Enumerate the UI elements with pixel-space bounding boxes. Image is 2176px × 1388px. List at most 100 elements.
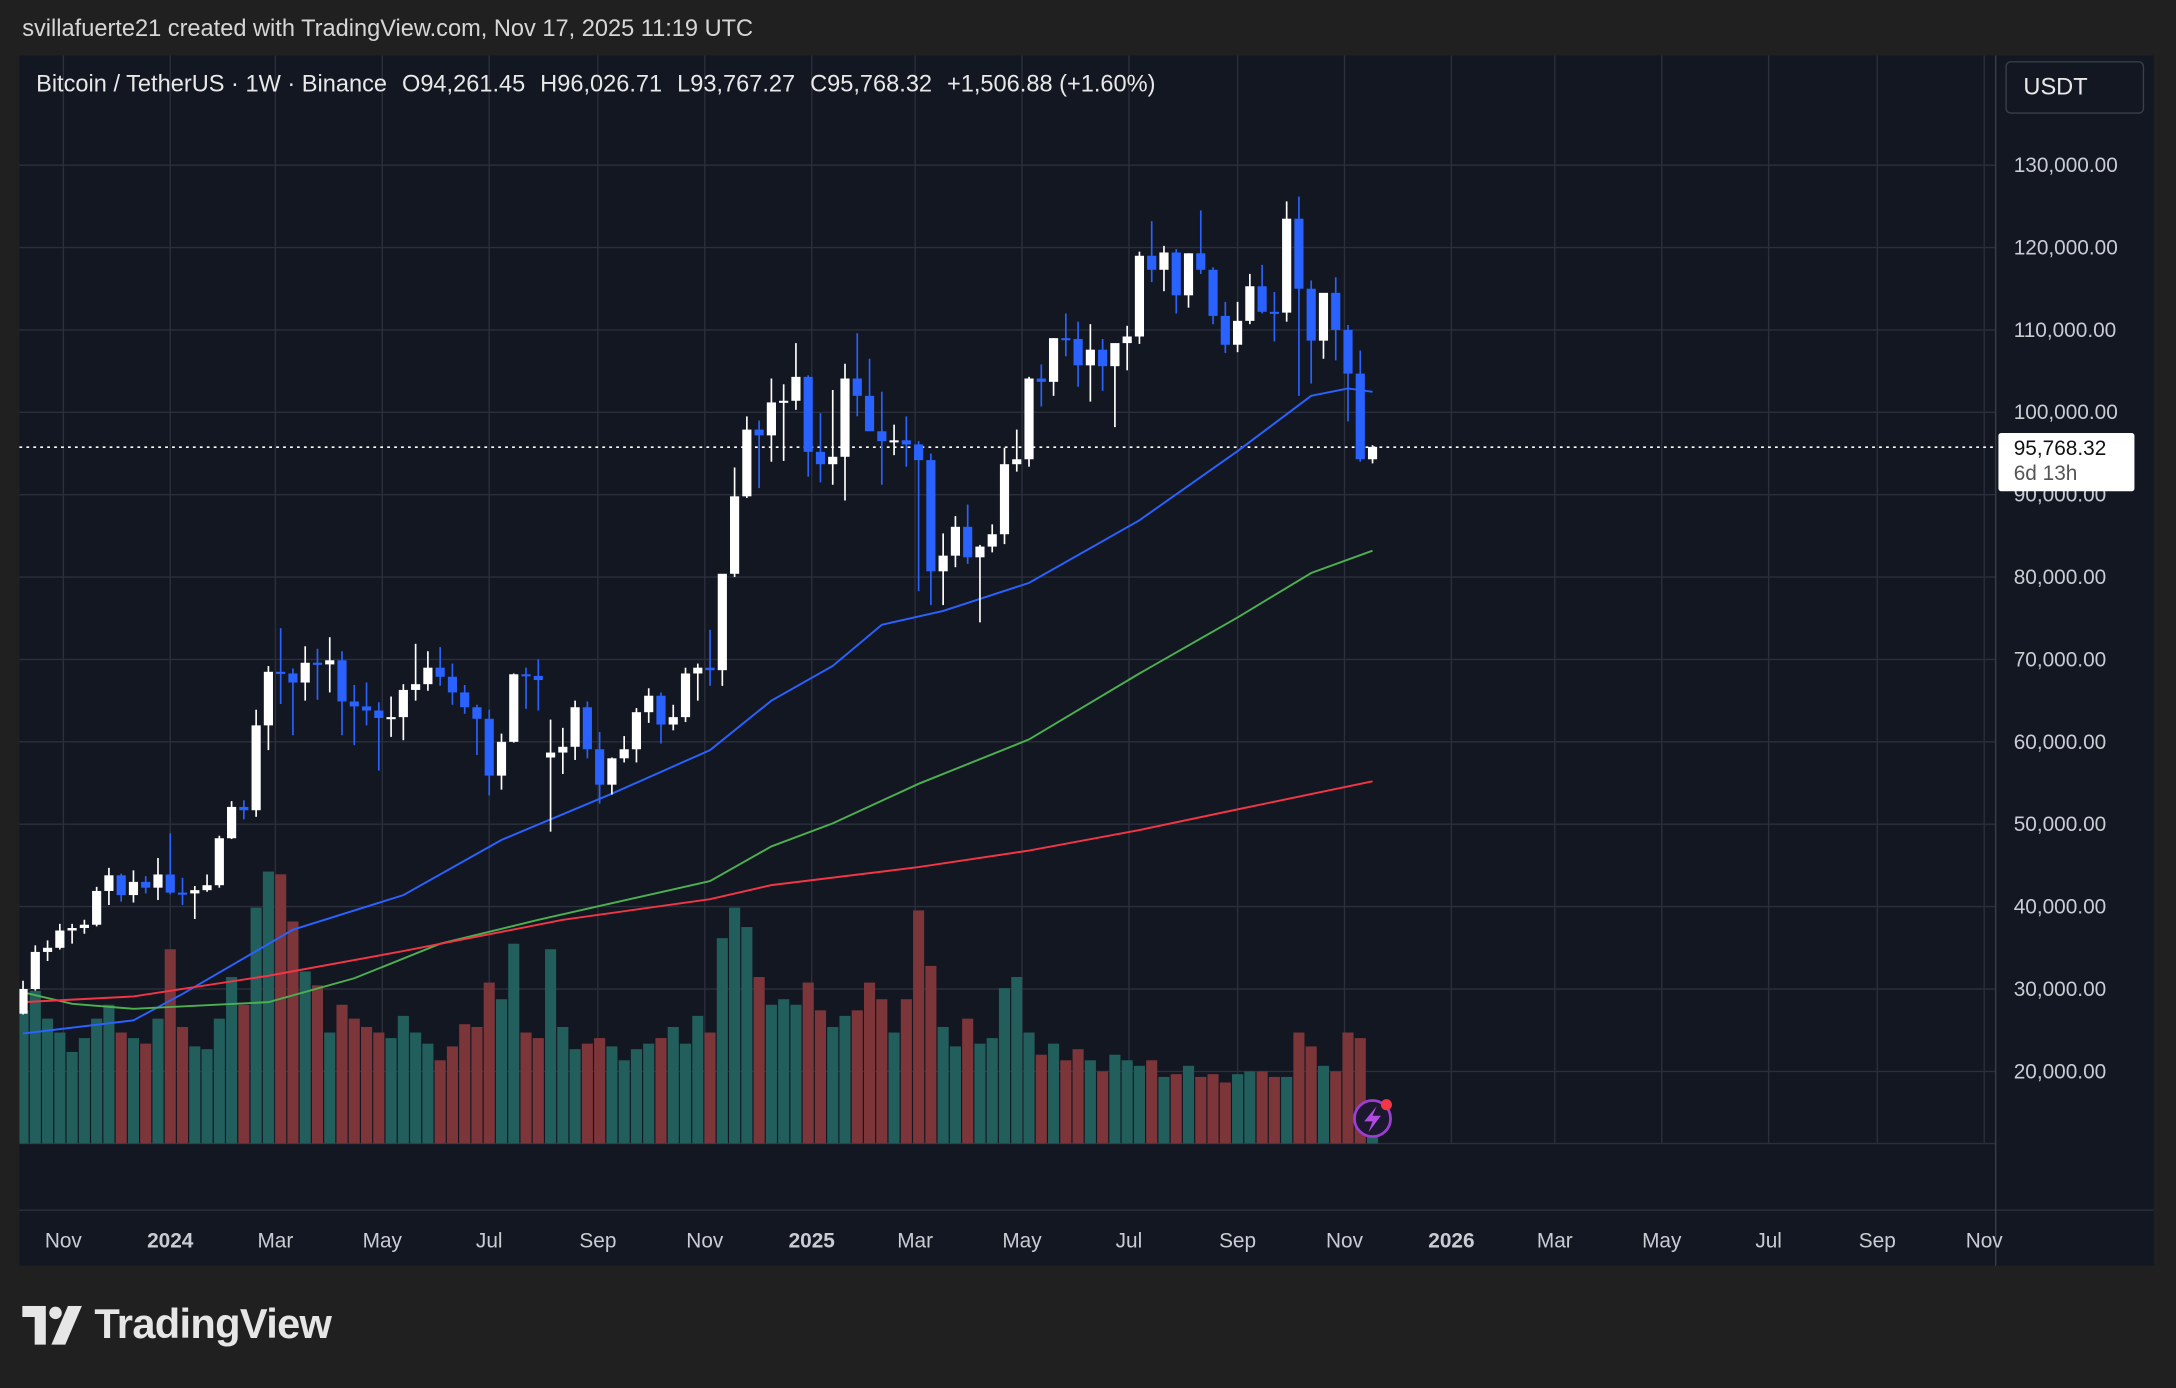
tradingview-logo[interactable]: TradingView [22, 1302, 332, 1349]
candle [67, 923, 77, 944]
candle [141, 876, 151, 894]
time-tick-label: May [363, 1230, 403, 1253]
candle [472, 704, 482, 756]
volume-bar [127, 1038, 140, 1144]
candle [779, 384, 789, 461]
candle-body [1159, 252, 1169, 270]
volume-bar [1281, 1076, 1293, 1144]
candle-body [1024, 378, 1034, 460]
volume-bar [201, 1049, 213, 1144]
candle-body [1048, 338, 1059, 382]
volume-bar [336, 1004, 348, 1144]
lightning-icon[interactable] [1353, 1099, 1392, 1138]
candle [104, 867, 114, 905]
candle-body [251, 725, 261, 811]
candle-body [30, 951, 40, 989]
candle-body [631, 712, 642, 750]
close-value: C95,768.32 [810, 70, 933, 98]
candle-body [815, 451, 826, 465]
price-tick-label: 50,000.00 [2014, 813, 2107, 836]
volume-bar [1232, 1074, 1244, 1144]
candle-body [1171, 252, 1181, 296]
volume-bar [532, 1038, 544, 1144]
candle [754, 420, 764, 489]
candle-body [1220, 315, 1230, 345]
time-tick-label: Sep [579, 1230, 616, 1253]
candle-body [177, 892, 188, 895]
candle-body [337, 660, 347, 702]
candle [0, 1001, 3, 1011]
price-tick-label: 130,000.00 [2014, 154, 2118, 177]
candle-body [509, 674, 519, 742]
candle [1269, 292, 1279, 342]
candle-body [19, 988, 28, 1014]
volume-bar [495, 999, 508, 1144]
candle-body [877, 431, 887, 442]
moving-averages [22, 387, 1373, 1035]
volume-bar [91, 1018, 103, 1144]
candle [214, 835, 224, 888]
candle-body [411, 684, 421, 690]
candle-body [619, 749, 629, 759]
volume-bar [238, 1004, 250, 1144]
candle [263, 666, 273, 751]
candle [791, 343, 801, 410]
symbol-name[interactable]: Bitcoin / TetherUS · 1W · Binance [36, 70, 388, 98]
candle [1331, 277, 1341, 361]
volume-bar [827, 1026, 839, 1144]
candle [288, 668, 298, 736]
volume-bar [103, 1004, 115, 1144]
candle [435, 647, 445, 686]
volume-bar [189, 1046, 201, 1144]
candle-body [460, 692, 470, 708]
candle-body [1282, 218, 1292, 313]
volume-bar [900, 999, 912, 1144]
volume-bar [949, 1046, 961, 1144]
candle [1048, 338, 1059, 396]
candle-body [914, 444, 924, 461]
volume-bar [913, 910, 925, 1144]
symbol-legend: Bitcoin / TetherUS · 1W · Binance O94,26… [36, 71, 1164, 99]
currency-button[interactable]: USDT [2005, 61, 2145, 114]
volume-bar [422, 1043, 434, 1144]
candle [447, 663, 458, 705]
candle-body [165, 874, 175, 893]
volume-bar [287, 921, 299, 1144]
volume-bar [692, 1015, 704, 1144]
candle-body [656, 695, 666, 725]
candle [1134, 251, 1145, 344]
volume-bar [1342, 1032, 1354, 1144]
candle-body [693, 667, 703, 674]
candle [1012, 429, 1022, 472]
candle-body [141, 881, 151, 888]
time-tick-label: Nov [1326, 1230, 1364, 1253]
candle [607, 757, 617, 795]
volume-bar [446, 1046, 458, 1144]
candle [361, 682, 372, 726]
volume-bar [778, 999, 790, 1144]
candle-body [1294, 218, 1304, 289]
candle-body [1331, 292, 1341, 330]
candle-body [1085, 349, 1095, 366]
axes: 130,000.00 120,000.00 110,000.00 100,000.00… [45, 154, 2118, 1253]
candle [914, 441, 924, 592]
open-value: O94,261.45 [401, 70, 526, 98]
price-tick-label: 100,000.00 [2014, 401, 2118, 424]
volume-bar [876, 999, 888, 1144]
volume-bar [299, 971, 311, 1144]
candle [840, 363, 850, 501]
volume-bar [1219, 1082, 1231, 1144]
candle-body [55, 930, 65, 948]
volume-bar [1268, 1076, 1280, 1144]
candle [79, 919, 89, 934]
volume-bar [704, 1032, 716, 1144]
price-tick-label: 70,000.00 [2014, 648, 2107, 671]
price-tick-label: 60,000.00 [2014, 731, 2107, 754]
volume-bar [998, 988, 1011, 1144]
time-tick-label: Jul [1116, 1230, 1143, 1253]
volume-bar [839, 1015, 851, 1144]
volume-bar [545, 949, 557, 1144]
candle [705, 629, 715, 686]
volume-bar [213, 1018, 225, 1144]
